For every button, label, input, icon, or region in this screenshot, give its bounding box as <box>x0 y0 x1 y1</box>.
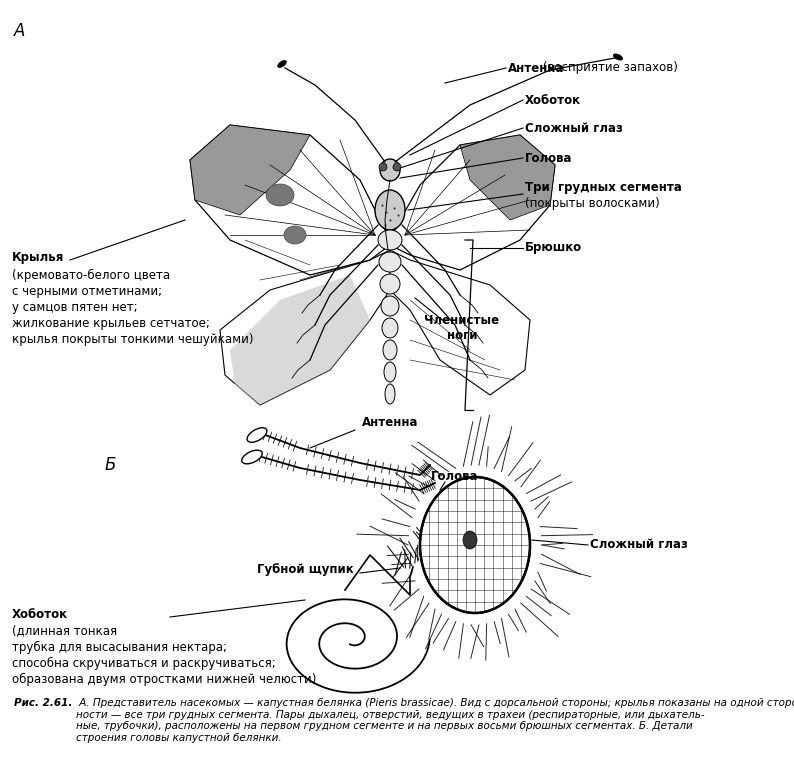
Ellipse shape <box>379 163 387 171</box>
Polygon shape <box>220 250 390 405</box>
Text: Сложный глаз: Сложный глаз <box>525 121 622 135</box>
Polygon shape <box>390 250 530 395</box>
Ellipse shape <box>241 450 262 464</box>
Text: Хоботок: Хоботок <box>525 94 581 107</box>
Text: Сложный глаз: Сложный глаз <box>590 539 688 551</box>
Text: способна скручиваться и раскручиваться;: способна скручиваться и раскручиваться; <box>12 656 276 669</box>
Ellipse shape <box>284 226 306 244</box>
Text: Членистые
ноги: Членистые ноги <box>425 314 499 342</box>
Text: с черными отметинами;: с черными отметинами; <box>12 284 162 298</box>
Ellipse shape <box>378 230 402 250</box>
Polygon shape <box>460 135 555 220</box>
Text: образована двумя отростками нижней челюсти): образована двумя отростками нижней челюс… <box>12 673 316 686</box>
Text: A: A <box>14 22 25 40</box>
Ellipse shape <box>383 340 397 360</box>
Ellipse shape <box>613 54 622 60</box>
Ellipse shape <box>384 362 396 382</box>
Text: жилкование крыльев сетчатое;: жилкование крыльев сетчатое; <box>12 316 210 329</box>
Ellipse shape <box>380 159 400 181</box>
Text: (восприятие запахов): (восприятие запахов) <box>539 62 678 74</box>
Text: (кремовато-белого цвета: (кремовато-белого цвета <box>12 268 170 281</box>
Text: Голова: Голова <box>431 471 479 483</box>
Polygon shape <box>190 125 390 275</box>
Ellipse shape <box>382 318 398 338</box>
Ellipse shape <box>380 274 400 294</box>
Text: А. Представитель насекомых — капустная белянка (Pieris brassicae). Вид с дорсаль: А. Представитель насекомых — капустная б… <box>76 698 794 743</box>
Text: Три  грудных сегмента: Три грудных сегмента <box>525 182 682 195</box>
Ellipse shape <box>385 384 395 404</box>
Polygon shape <box>190 125 310 215</box>
Text: трубка для высасывания нектара;: трубка для высасывания нектара; <box>12 641 227 653</box>
Text: у самцов пятен нет;: у самцов пятен нет; <box>12 301 137 314</box>
Ellipse shape <box>420 477 530 613</box>
Ellipse shape <box>393 163 401 171</box>
Ellipse shape <box>266 184 294 206</box>
Ellipse shape <box>381 296 399 316</box>
Text: Губной щупик: Губной щупик <box>256 564 353 577</box>
Ellipse shape <box>278 60 287 67</box>
Text: Б: Б <box>105 456 117 474</box>
Ellipse shape <box>379 252 401 272</box>
Text: Антенна: Антенна <box>362 417 418 430</box>
Text: Голова: Голова <box>525 152 572 165</box>
Ellipse shape <box>463 531 477 549</box>
Text: (длинная тонкая: (длинная тонкая <box>12 625 118 638</box>
Ellipse shape <box>375 190 405 230</box>
Polygon shape <box>230 275 370 405</box>
Text: крылья покрыты тонкими чешуйками): крылья покрыты тонкими чешуйками) <box>12 332 253 346</box>
Ellipse shape <box>247 427 267 442</box>
Text: Хоботок: Хоботок <box>12 608 68 621</box>
Text: Крылья: Крылья <box>12 251 64 264</box>
Text: Брюшко: Брюшко <box>525 241 582 254</box>
Text: Рис. 2.61.: Рис. 2.61. <box>14 698 72 708</box>
Text: Антенна: Антенна <box>508 62 565 74</box>
Polygon shape <box>390 135 555 270</box>
Text: (покрыты волосками): (покрыты волосками) <box>525 197 660 210</box>
